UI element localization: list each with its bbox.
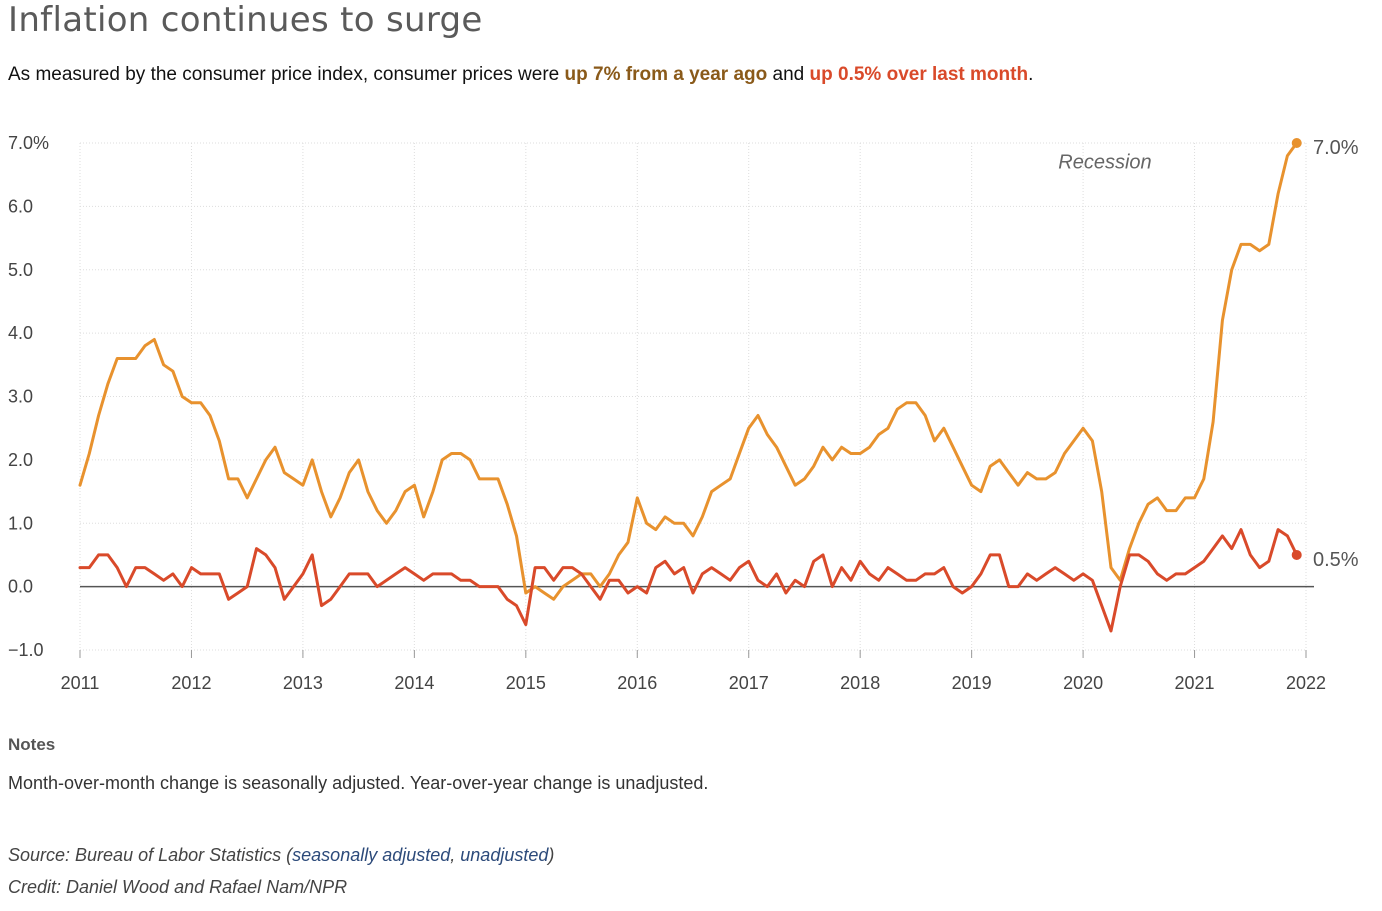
series-lines — [78, 138, 1302, 633]
source-link-unadjusted[interactable]: unadjusted — [460, 845, 549, 865]
source-line: Source: Bureau of Labor Statistics (seas… — [8, 845, 554, 866]
y-tick-label: 7.0% — [8, 133, 49, 153]
x-tick-label: 2020 — [1063, 673, 1103, 693]
y-tick-label: 4.0 — [8, 323, 33, 343]
series-end-label-yoy: 7.0% — [1313, 137, 1359, 159]
source-separator: , — [450, 845, 461, 865]
y-tick-label: 0.0 — [8, 577, 33, 597]
series-line-mom — [78, 528, 1299, 633]
y-tick-label: −1.0 — [8, 640, 44, 660]
x-tick-label: 2019 — [952, 673, 992, 693]
x-tick-label: 2011 — [61, 673, 100, 693]
x-tick-label: 2015 — [506, 673, 546, 693]
axes: 7.0% 6.0 5.0 4.0 3.0 2.0 1.0 0.0 −1.0 2011 2012 201… — [8, 133, 1326, 693]
x-tick-label: 2022 — [1286, 673, 1326, 693]
chart-subtitle: As measured by the consumer price index,… — [8, 64, 1033, 86]
notes-title: Notes — [8, 735, 56, 754]
x-tick-label: 2012 — [171, 673, 211, 693]
source-suffix: ) — [548, 845, 555, 865]
source-link-seasonally-adjusted[interactable]: seasonally adjusted — [292, 845, 451, 865]
subtitle-text-mid: and — [767, 64, 810, 85]
recession-annotation: Recession — [1058, 151, 1151, 173]
x-tick-label: 2021 — [1175, 673, 1215, 693]
source-prefix: Source: Bureau of Labor Statistics ( — [8, 845, 293, 865]
labels: Recession 7.0% 0.5% — [1058, 137, 1358, 571]
series-line-yoy — [78, 141, 1299, 601]
chart-title: Inflation continues to surge — [8, 0, 483, 40]
x-tick-label: 2013 — [283, 673, 323, 693]
y-tick-label: 3.0 — [8, 387, 33, 407]
notes-text: Month-over-month change is seasonally ad… — [8, 773, 709, 793]
series-end-label-mom: 0.5% — [1313, 549, 1359, 571]
y-tick-label: 5.0 — [8, 260, 33, 280]
x-tick-label: 2016 — [617, 673, 657, 693]
x-tick-label: 2018 — [840, 673, 880, 693]
y-tick-label: 2.0 — [8, 450, 33, 470]
x-tick-label: 2017 — [729, 673, 769, 693]
subtitle-yoy-highlight: up 7% from a year ago — [564, 64, 768, 85]
credit-line: Credit: Daniel Wood and Rafael Nam/NPR — [8, 877, 348, 897]
grid — [79, 142, 1307, 655]
series-end-dot-mom — [1291, 549, 1302, 560]
series-end-dot-yoy — [1291, 138, 1302, 148]
y-tick-label: 6.0 — [8, 196, 33, 216]
y-tick-label: 1.0 — [8, 513, 33, 533]
subtitle-text: As measured by the consumer price index,… — [8, 64, 565, 85]
subtitle-text-end: . — [1028, 64, 1034, 85]
subtitle-mom-highlight: up 0.5% over last month — [809, 64, 1029, 85]
x-tick-label: 2014 — [394, 673, 434, 693]
line-chart: 7.0% 6.0 5.0 4.0 3.0 2.0 1.0 0.0 −1.0 2011 2012 201… — [8, 133, 1359, 693]
